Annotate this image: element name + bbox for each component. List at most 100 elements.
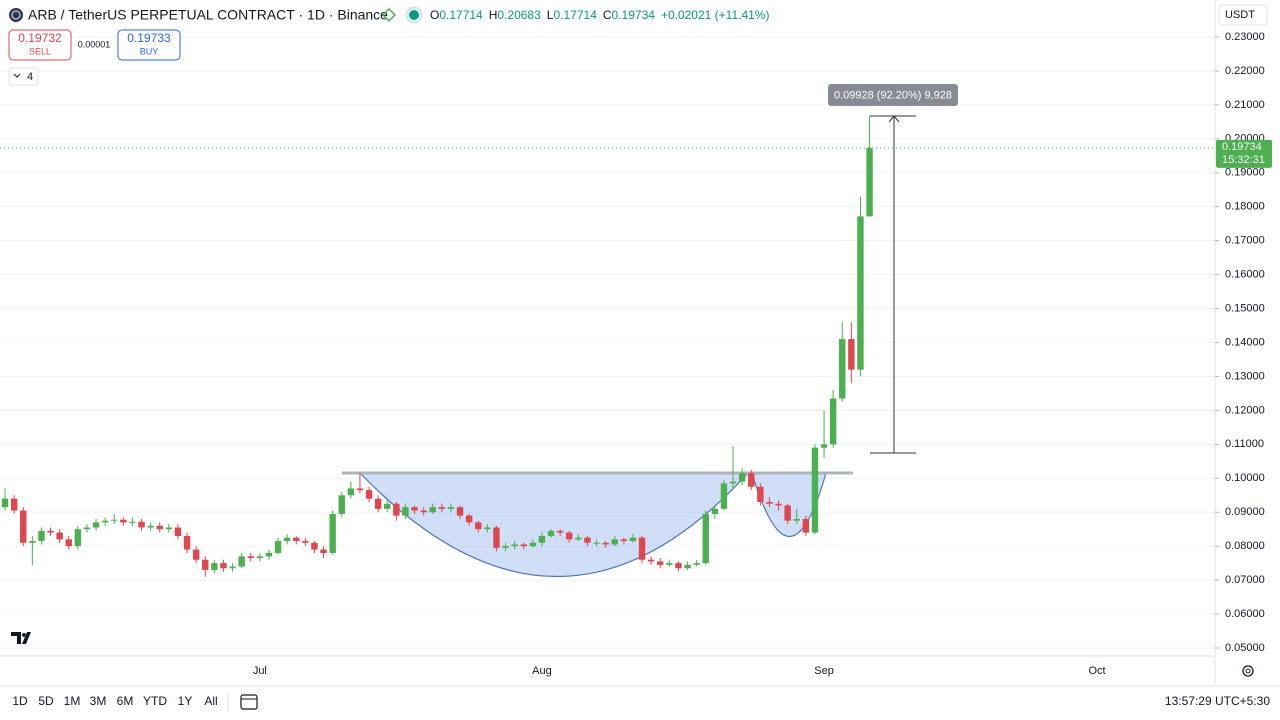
candle-body [47, 530, 54, 533]
ohlc-value: 0.20683 [497, 8, 541, 22]
ohlc-key: H [489, 8, 498, 22]
indicator-count: 4 [27, 71, 33, 83]
candle-body [857, 216, 864, 370]
y-tick-label: 0.12000 [1225, 404, 1265, 416]
countdown: 15:32:31 [1222, 154, 1265, 166]
range-button[interactable]: 6M [117, 694, 134, 708]
candle-body [684, 564, 691, 569]
settings-icon[interactable] [1242, 665, 1254, 677]
candle-body [729, 481, 737, 484]
candle-body [174, 527, 182, 536]
y-tick-label: 0.15000 [1225, 302, 1265, 314]
candle-body [638, 537, 646, 560]
candle-body [293, 537, 300, 542]
candle-body [183, 535, 191, 550]
candle-body [566, 532, 573, 540]
logo[interactable] [11, 632, 31, 644]
y-tick-label: 0.08000 [1225, 540, 1265, 552]
market-status-ring [405, 6, 423, 24]
candle-body [666, 563, 673, 565]
sell-button[interactable] [8, 29, 72, 61]
candle-body [229, 566, 236, 569]
candle-body [629, 537, 637, 542]
candle-body [748, 473, 755, 487]
candle-body [365, 490, 373, 499]
candle-body [138, 521, 145, 528]
range-button[interactable]: 1D [12, 694, 28, 708]
candle-body [866, 147, 873, 217]
candle-body [356, 488, 364, 491]
candle-body [839, 339, 846, 399]
ohlc-key: C [603, 8, 612, 22]
range-button[interactable]: 1Y [178, 694, 193, 708]
range-button[interactable]: 3M [90, 694, 107, 708]
candle-body [211, 563, 218, 570]
currency[interactable]: USDT [1225, 9, 1255, 21]
candle-body [302, 541, 309, 543]
candle-body [675, 563, 682, 569]
candle-body [511, 544, 518, 547]
range-button[interactable]: 1M [64, 694, 81, 708]
candle-body [529, 542, 537, 547]
candle-body [374, 498, 382, 509]
price-axis: 0.05000 0.06000 0.07000 0.08000 0.09000 0.100… [1215, 31, 1272, 654]
candle-body [802, 519, 810, 533]
visibility-icon[interactable] [381, 7, 397, 23]
candle-body [429, 507, 436, 513]
candle-body [65, 539, 72, 547]
calendar-icon[interactable] [240, 694, 258, 710]
candle-body [411, 507, 418, 511]
ohlc-value: 0.17714 [553, 8, 597, 22]
y-tick-label: 0.21000 [1225, 99, 1265, 111]
candle-body [447, 507, 455, 509]
candles [1, 115, 873, 577]
x-tick-label: Oct [1088, 665, 1105, 677]
symbol-title[interactable]: ARB / TetherUS PERPETUAL CONTRACT · 1D ·… [28, 7, 388, 23]
candle-body [575, 537, 582, 540]
candle-body [829, 398, 837, 445]
candle-body [848, 339, 855, 370]
range-button[interactable]: All [204, 694, 217, 708]
time-axis: Jul Aug Sep Oct [253, 665, 1106, 677]
candle-body [283, 537, 291, 542]
buy-button[interactable] [117, 29, 181, 61]
y-tick-label: 0.22000 [1225, 65, 1265, 77]
candle-body [711, 508, 719, 514]
candle-body [775, 503, 782, 506]
range-button[interactable]: YTD [143, 694, 167, 708]
settings-icon-core [1245, 668, 1251, 674]
x-tick-label: Aug [532, 665, 552, 677]
candle-body [702, 513, 709, 564]
candle-body [384, 503, 391, 509]
candle-body [220, 563, 227, 569]
candle-body [192, 549, 200, 560]
y-tick-label: 0.09000 [1225, 506, 1265, 518]
candle-body [129, 521, 136, 523]
ohlc-header: O0.17714 H0.20683 L0.17714 C0.19734 +0.02021… [430, 8, 769, 22]
candle-body [420, 510, 427, 513]
candle-body [456, 507, 464, 516]
candle-body [493, 527, 500, 548]
y-tick-label: 0.23000 [1225, 31, 1265, 43]
candle-body [311, 542, 318, 550]
currency-button[interactable] [1218, 4, 1268, 26]
range-button[interactable]: 5D [38, 694, 54, 708]
y-tick-label: 0.05000 [1225, 642, 1265, 654]
y-tick-label: 0.10000 [1225, 472, 1265, 484]
measure-box [828, 84, 958, 106]
sell-price: 0.19732 [18, 31, 62, 45]
candle-body [111, 519, 118, 521]
clock[interactable]: 13:57:29 UTC+5:30 [1165, 694, 1270, 708]
candle-body [156, 525, 163, 530]
symbol-icon[interactable] [9, 8, 23, 22]
candle-body [1, 498, 9, 508]
indicator-toggle[interactable] [8, 67, 39, 86]
y-tick-label: 0.13000 [1225, 370, 1265, 382]
candle-body [657, 561, 664, 565]
candle-body [29, 541, 36, 543]
candle-body [393, 503, 400, 516]
symbol-icon-ring [11, 10, 21, 20]
ohlc-key: L [547, 8, 554, 22]
